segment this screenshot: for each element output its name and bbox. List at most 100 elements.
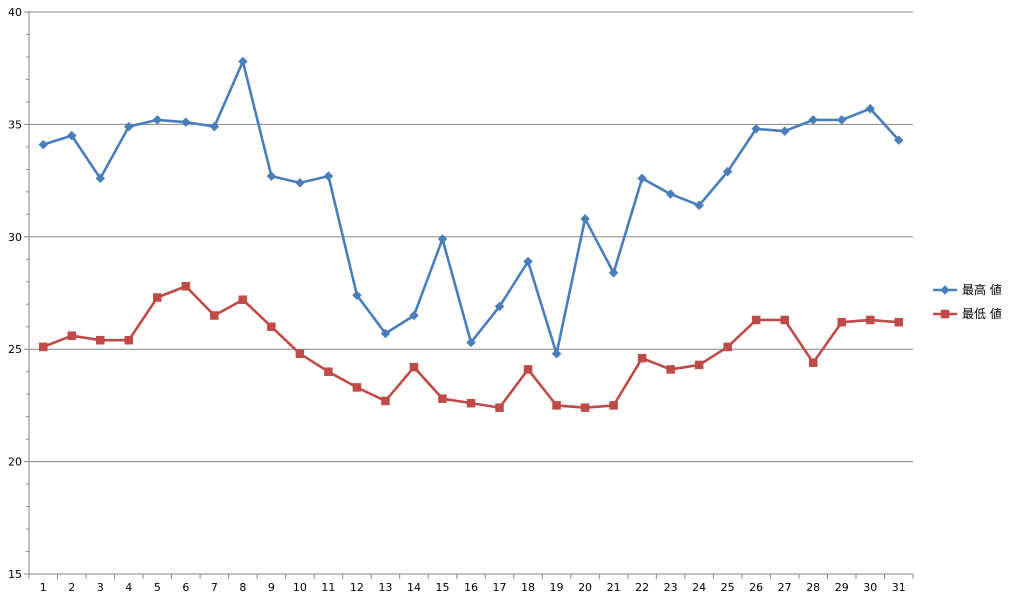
data-point (836, 115, 847, 125)
data-point (608, 267, 619, 278)
x-tick-label: 28 (806, 581, 820, 594)
x-axis-ticks: 1 2 3 4 5 6 7 8 9 10 11 12 13 14 15 16 17 18 19 20 21 22 23 24 2… (28, 574, 914, 594)
data-point (96, 335, 105, 345)
x-tick-label: 17 (493, 581, 507, 594)
x-tick-label: 18 (521, 581, 535, 594)
data-point (894, 317, 903, 327)
y-tick-label: 35 (8, 118, 22, 131)
legend-marker (940, 309, 950, 319)
data-point (66, 130, 77, 141)
x-tick-label: 30 (863, 581, 877, 594)
data-point (39, 342, 48, 352)
x-tick-label: 8 (239, 581, 246, 594)
data-point (153, 293, 162, 302)
x-tick-label: 22 (635, 581, 649, 594)
data-point (580, 213, 590, 224)
x-tick-label: 19 (550, 581, 564, 594)
data-point (209, 121, 220, 132)
data-point (295, 349, 305, 358)
data-point (666, 365, 675, 374)
data-point (893, 135, 904, 145)
data-point (808, 358, 818, 367)
x-tick-label: 7 (211, 581, 218, 594)
x-tick-label: 15 (435, 581, 449, 594)
data-point (551, 348, 562, 359)
data-point (837, 317, 846, 327)
data-point (609, 401, 618, 410)
x-tick-label: 31 (892, 581, 906, 594)
x-tick-label: 23 (664, 581, 678, 594)
data-point (95, 173, 106, 184)
data-point (694, 200, 704, 211)
x-tick-label: 26 (749, 581, 763, 594)
x-tick-label: 14 (407, 581, 421, 594)
x-tick-label: 5 (154, 581, 161, 594)
x-tick-label: 4 (125, 581, 132, 594)
data-point (181, 282, 191, 291)
data-point (380, 328, 391, 339)
data-point (67, 331, 77, 340)
legend-marker (940, 285, 950, 295)
data-point (523, 256, 533, 267)
data-point (266, 171, 277, 181)
data-point (324, 367, 333, 376)
data-point (495, 403, 504, 412)
data-point (123, 121, 134, 132)
data-point (780, 315, 789, 325)
data-point (352, 290, 362, 301)
data-point (409, 362, 419, 372)
y-tick-label: 30 (8, 231, 22, 244)
x-tick-label: 13 (378, 581, 392, 594)
x-tick-label: 27 (778, 581, 792, 594)
data-point (637, 173, 647, 184)
data-point (523, 365, 533, 374)
x-tick-label: 12 (350, 581, 364, 594)
y-tick-label: 20 (8, 456, 22, 469)
axes (28, 12, 913, 575)
data-point (152, 115, 163, 125)
data-point (238, 56, 248, 67)
data-point (438, 394, 447, 403)
data-point (665, 189, 676, 199)
data-point (409, 310, 419, 321)
data-point (722, 166, 733, 177)
legend-entry: 最高 値 (933, 282, 1002, 297)
x-tick-label: 1 (40, 581, 47, 594)
x-tick-label: 11 (321, 581, 335, 594)
data-point (352, 383, 362, 392)
legend-entry: 最低 値 (933, 306, 1002, 321)
data-point (210, 311, 219, 320)
data-point (580, 403, 590, 412)
series-group (38, 56, 904, 412)
x-tick-label: 2 (68, 581, 75, 594)
data-point (466, 398, 476, 408)
data-point (267, 322, 276, 331)
x-tick-label: 9 (268, 581, 275, 594)
x-tick-label: 3 (97, 581, 104, 594)
series-line (42, 60, 900, 355)
x-tick-label: 29 (835, 581, 849, 594)
data-point (865, 103, 876, 114)
data-point (381, 396, 390, 406)
y-tick-label: 15 (8, 568, 22, 581)
x-tick-label: 21 (607, 581, 621, 594)
data-point (552, 401, 561, 410)
legend-label: 最高 値 (962, 282, 1002, 297)
x-tick-label: 16 (464, 581, 478, 594)
y-tick-label: 40 (8, 6, 22, 19)
data-point (437, 234, 448, 244)
data-point (124, 335, 134, 345)
data-point (751, 124, 762, 134)
legend: 最高 値最低 値 (933, 282, 1002, 321)
gridlines (29, 11, 913, 463)
data-point (779, 126, 790, 136)
legend-label: 最低 値 (962, 306, 1002, 321)
data-point (637, 353, 647, 363)
data-point (494, 301, 505, 312)
data-point (238, 295, 248, 304)
data-point (694, 360, 704, 370)
data-point (723, 342, 732, 352)
data-point (808, 115, 819, 125)
y-axis-ticks: 15 20 25 30 35 40 (8, 6, 29, 581)
